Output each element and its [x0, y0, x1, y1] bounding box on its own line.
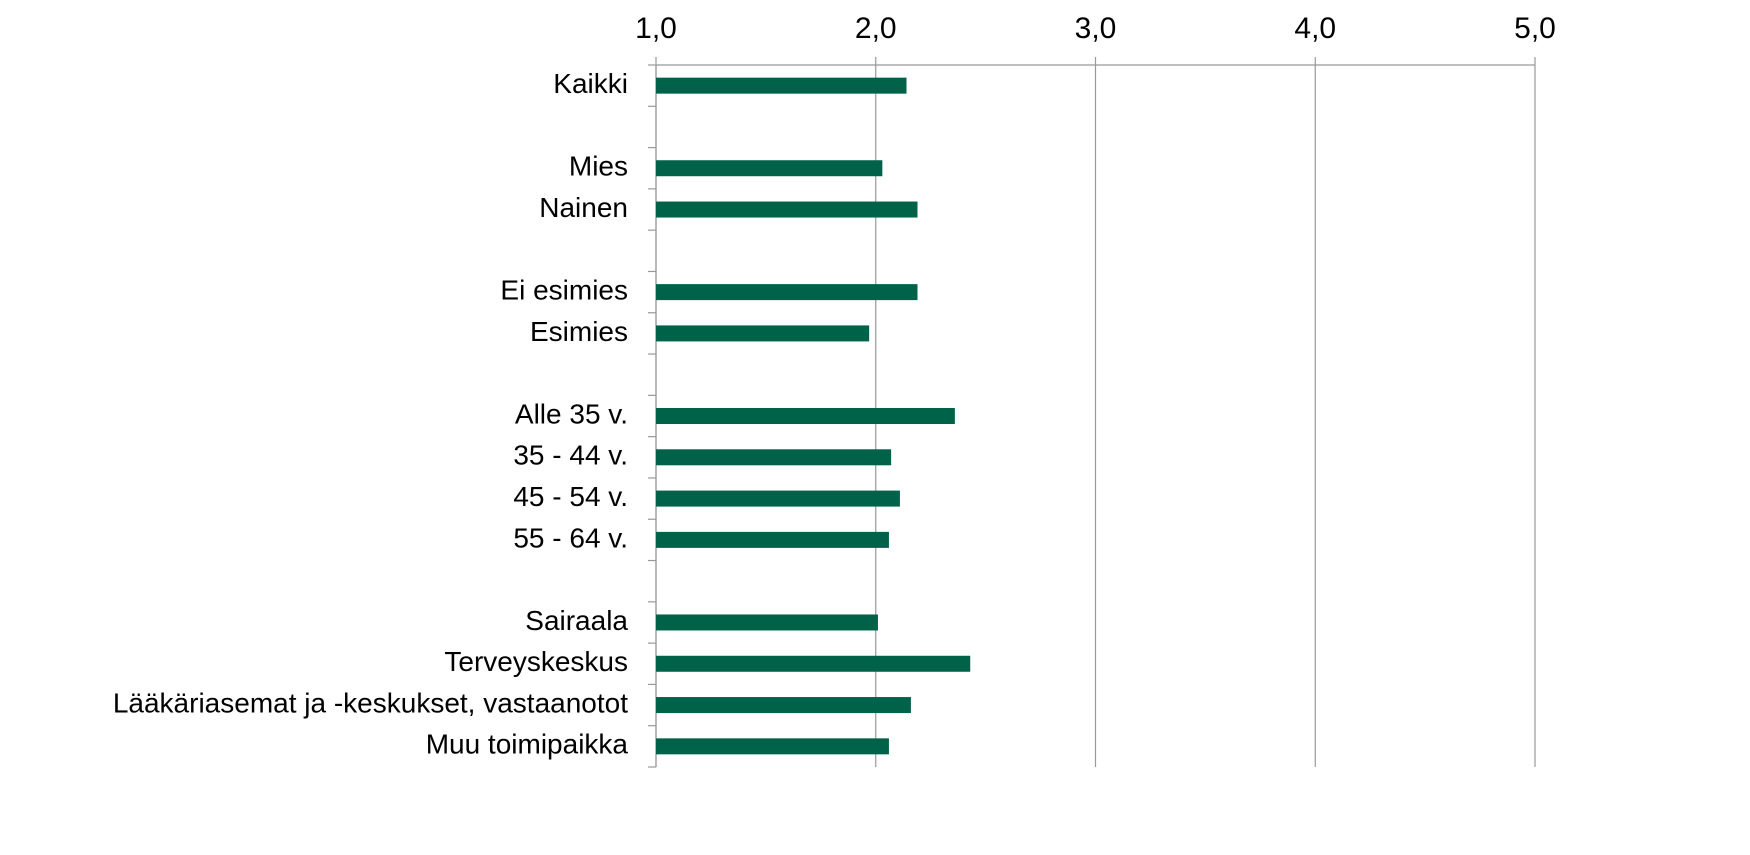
category-label: Ei esimies [500, 275, 628, 306]
x-tick-label: 4,0 [1294, 12, 1336, 45]
bar [656, 201, 918, 218]
bar [656, 449, 892, 466]
bar [656, 738, 889, 755]
x-tick-label: 2,0 [855, 12, 897, 45]
category-label: 55 - 64 v. [513, 522, 628, 553]
bar [656, 408, 955, 424]
bar [656, 160, 883, 177]
bar [656, 655, 971, 672]
category-label: Sairaala [525, 605, 628, 636]
category-label: 45 - 54 v. [513, 481, 628, 512]
bar [656, 531, 889, 548]
category-label: Mies [569, 151, 628, 182]
category-label: Kaikki [553, 68, 628, 99]
x-tick-label: 1,0 [635, 12, 677, 45]
category-label: Nainen [539, 192, 628, 223]
category-label: Esimies [530, 316, 628, 347]
category-label: 35 - 44 v. [513, 440, 628, 471]
bar [656, 490, 900, 507]
category-label: Lääkäriasemat ja -keskukset, vastaanotot [113, 687, 628, 718]
bar [656, 325, 870, 342]
bar [656, 77, 907, 94]
category-label: Terveyskeskus [444, 646, 628, 677]
category-label: Alle 35 v. [515, 398, 628, 429]
x-tick-label: 5,0 [1514, 12, 1556, 45]
x-tick-label: 3,0 [1075, 12, 1117, 45]
bar [656, 284, 918, 301]
bar [656, 614, 878, 631]
bar [656, 697, 911, 714]
category-label: Muu toimipaikka [426, 729, 629, 760]
